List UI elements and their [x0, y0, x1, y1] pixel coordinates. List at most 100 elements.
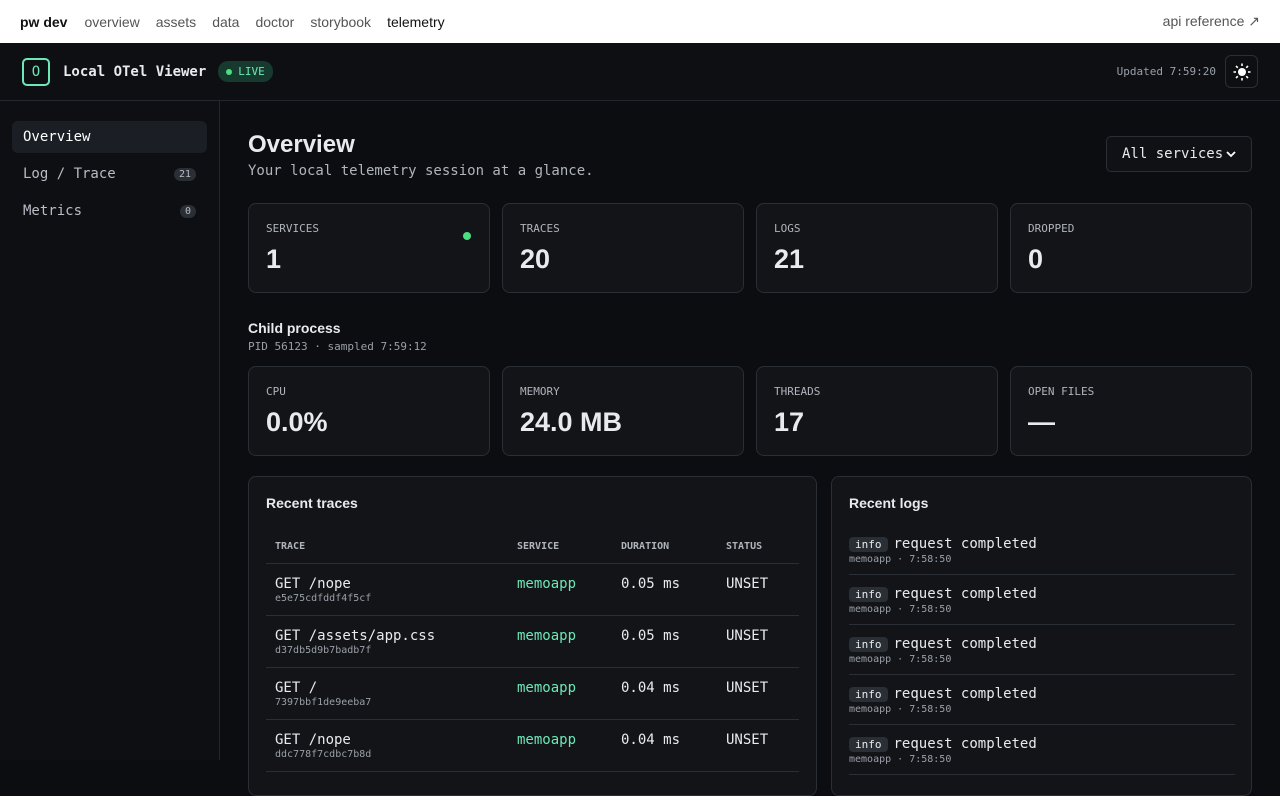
log-message: request completed — [893, 636, 1037, 652]
nav-link[interactable]: storybook — [310, 13, 372, 30]
stat-card: THREADS 17 — [756, 366, 998, 456]
duration-cell: 0.05 ms — [612, 615, 717, 668]
nav-link[interactable]: assets — [155, 13, 197, 30]
panel-title: Recent traces — [266, 495, 358, 511]
log-item[interactable]: info request completed memoapp · 7:58:50 — [849, 525, 1235, 575]
log-line: info request completed — [849, 733, 1235, 752]
duration-cell: 0.04 ms — [612, 667, 717, 720]
trace-row[interactable]: GET /assets/app.css d37db5d9b7badb7f memoa… — [266, 615, 799, 668]
stat-label: LOGS — [774, 222, 801, 235]
stat-label: CPU — [266, 385, 286, 398]
trace-cell: GET /nope ddc778f7cdbc7b8d — [266, 719, 508, 772]
traces-panel: Recent traces TRACE SERVICE DURATION STATUS… — [248, 476, 817, 796]
log-level: info — [849, 587, 888, 602]
duration-cell: 0.05 ms — [612, 563, 717, 616]
app-header: O Local OTel Viewer LIVE Updated 7:59:20 — [0, 43, 1280, 101]
trace-row[interactable]: GET /nope ddc778f7cdbc7b8d memoapp 0.04 ms U… — [266, 719, 799, 772]
trace-name: GET /nope — [275, 731, 351, 748]
nav-link[interactable]: overview — [84, 13, 140, 30]
stat-label: MEMORY — [520, 385, 560, 398]
log-message: request completed — [893, 686, 1037, 702]
log-item[interactable]: info request completed memoapp · 7:58:50 — [849, 625, 1235, 675]
nav-link[interactable]: telemetry — [387, 13, 445, 30]
status-cell: UNSET — [717, 719, 799, 772]
panel-title: Recent logs — [849, 495, 929, 511]
trace-row[interactable]: GET /7397bbf1de9eeba7 memoapp 0.04 ms UNSET — [266, 667, 799, 720]
trace-id: d37db5d9b7badb7f — [275, 644, 372, 656]
service-cell: memoapp — [508, 667, 612, 720]
log-meta: memoapp · 7:58:50 — [849, 604, 952, 615]
log-line: info request completed — [849, 633, 1235, 652]
sidebar-item[interactable]: Metrics 0 — [12, 195, 207, 227]
service-select[interactable]: All services — [1106, 136, 1252, 172]
trace-row[interactable]: GET /nope e5e75cdfddf4f5cf memoapp 0.05 ms U… — [266, 563, 799, 616]
chevron — [1226, 151, 1236, 158]
stat-card: TRACES 20 — [502, 203, 744, 293]
item-count: 21 — [173, 167, 196, 181]
stat-card: SERVICES 1 — [248, 203, 490, 293]
service-cell: memoapp — [508, 719, 612, 772]
log-item[interactable]: info request completed memoapp · 7:58:50 — [849, 725, 1235, 775]
trace-name: GET / — [275, 679, 318, 696]
updated: Updated 7:59:20 — [1116, 65, 1216, 78]
trace-id: e5e75cdfddf4f5cf — [275, 592, 372, 604]
stat-card: DROPPED 0 — [1010, 203, 1252, 293]
status-cell: UNSET — [717, 667, 799, 720]
log-message: request completed — [893, 536, 1037, 552]
select-text: All services — [1122, 146, 1224, 162]
live-dot — [226, 68, 233, 75]
table-body: GET /nope e5e75cdfddf4f5cf memoapp 0.05 ms U… — [266, 563, 799, 772]
log-level: info — [849, 537, 888, 552]
item-label: Overview — [23, 129, 91, 145]
status-cell: UNSET — [717, 563, 799, 616]
log-item[interactable]: info request completed memoapp · 7:58:50 — [849, 575, 1235, 625]
column-header: DURATION — [612, 531, 717, 564]
brand[interactable]: pw dev — [20, 13, 68, 30]
stat-value: 24.0 MB — [520, 407, 623, 437]
section-title: Child process — [248, 320, 341, 336]
column-header: SERVICE — [508, 531, 612, 564]
stat-grid: SERVICES 1 TRACES 20 LOGS 21 DROPPED 0 — [248, 203, 1252, 293]
sidebar: Overview Log / Trace 21 Metrics 0 — [0, 101, 220, 760]
status-dot — [463, 232, 471, 240]
log-line: info request completed — [849, 583, 1235, 602]
theme-toggle[interactable] — [1225, 55, 1258, 88]
item-label: Log / Trace — [23, 166, 116, 182]
badge-text: LIVE — [238, 65, 265, 78]
log-level: info — [849, 637, 888, 652]
log-list: info request completed memoapp · 7:58:50 in… — [849, 525, 1235, 775]
nav-link[interactable]: data — [212, 13, 240, 30]
api-link[interactable]: api reference ↗ — [1162, 13, 1260, 29]
sun-icon — [1233, 63, 1250, 80]
sidebar-item[interactable]: Overview — [12, 121, 207, 153]
stat-label: OPEN FILES — [1028, 385, 1095, 398]
log-message: request completed — [893, 586, 1037, 602]
log-level: info — [849, 687, 888, 702]
header-row: TRACE SERVICE DURATION STATUS — [266, 531, 799, 564]
stat-label: SERVICES — [266, 222, 319, 235]
item-label: Metrics — [23, 203, 83, 219]
live-badge: LIVE — [218, 61, 273, 82]
stat-value: 0.0% — [266, 407, 328, 437]
log-meta: memoapp · 7:58:50 — [849, 654, 952, 665]
section-meta: PID 56123 · sampled 7:59:12 — [248, 340, 427, 353]
stat-label: THREADS — [774, 385, 821, 398]
trace-cell: GET /nope e5e75cdfddf4f5cf — [266, 563, 508, 616]
stat-value: 1 — [266, 244, 282, 274]
trace-name: GET /assets/app.css — [275, 627, 436, 644]
stat-value: 0 — [1028, 244, 1044, 274]
nav-links: overview assets data doctor storybook telemet… — [84, 14, 460, 30]
trace-cell: GET /assets/app.css d37db5d9b7badb7f — [266, 615, 508, 668]
stat-value: — — [1028, 407, 1055, 437]
subtitle: Your local telemetry session at a glance… — [248, 163, 594, 179]
log-line: info request completed — [849, 533, 1235, 552]
page-title: Overview — [248, 131, 355, 158]
sidebar-item[interactable]: Log / Trace 21 — [12, 158, 207, 190]
stat-value: 17 — [774, 407, 805, 437]
column-header: STATUS — [717, 531, 799, 564]
status-cell: UNSET — [717, 615, 799, 668]
log-item[interactable]: info request completed memoapp · 7:58:50 — [849, 675, 1235, 725]
nav-link[interactable]: doctor — [255, 13, 295, 30]
log-message: request completed — [893, 736, 1037, 752]
